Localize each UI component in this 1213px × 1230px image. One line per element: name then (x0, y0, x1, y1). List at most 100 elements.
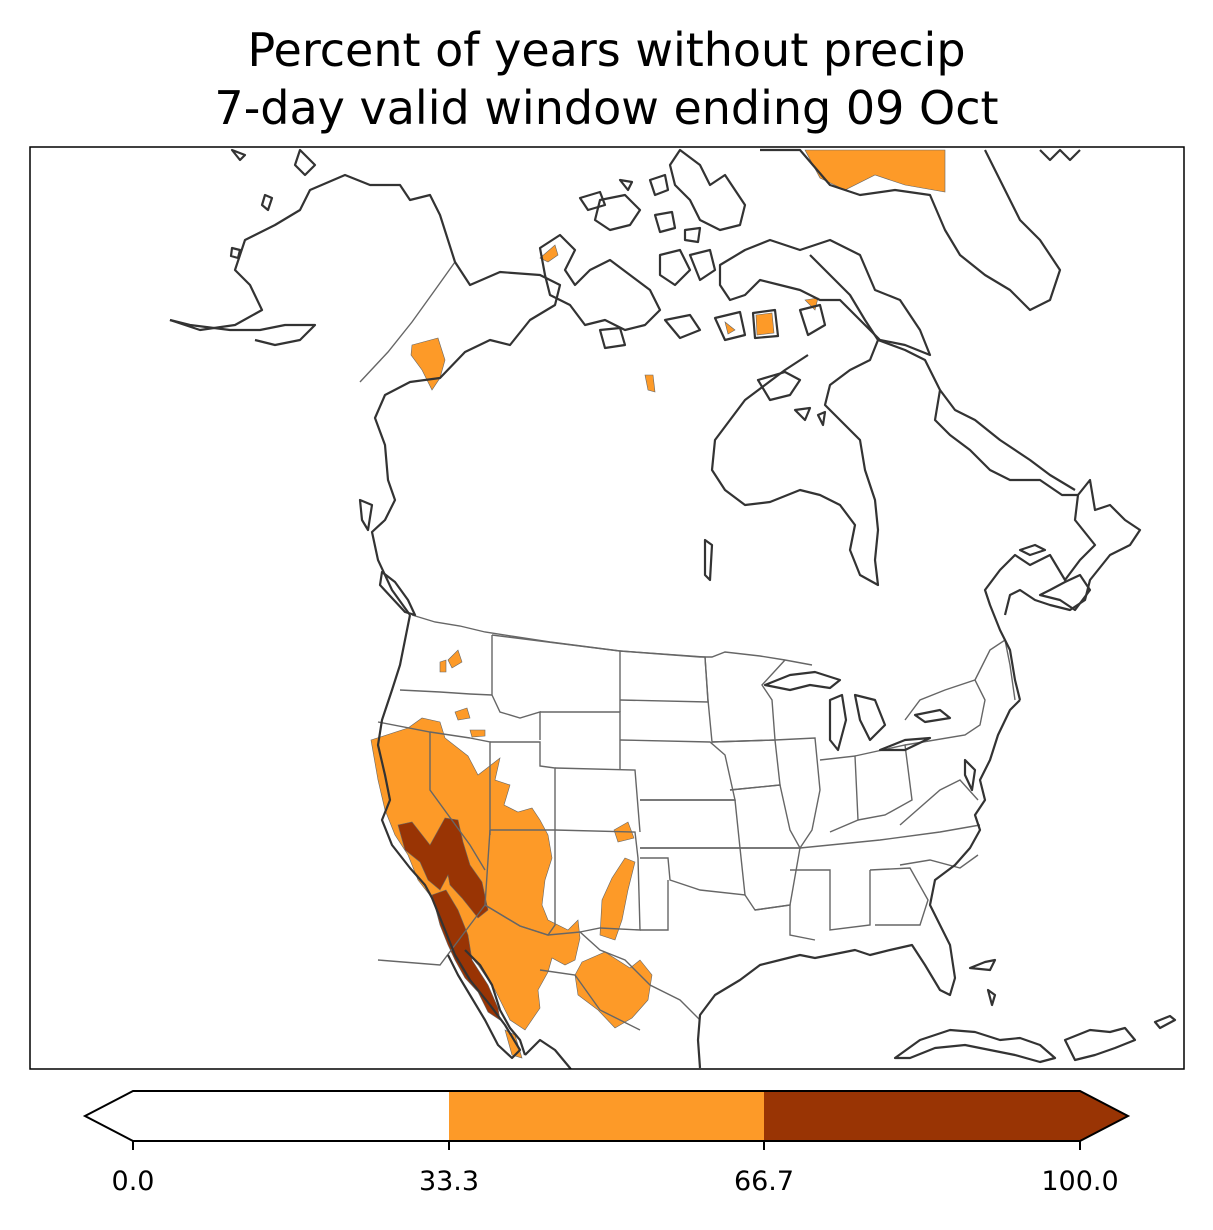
state-line-nd-sd (619, 650, 709, 703)
great-lakes-ontario (913, 708, 952, 724)
arctic-island-8 (688, 248, 717, 282)
state-line-wy (540, 711, 621, 770)
coats-island (793, 406, 812, 422)
map-frame (29, 146, 1185, 1070)
state-line-ms-al (790, 869, 871, 931)
mexico-state-lines (539, 969, 641, 1031)
great-lakes-michigan (828, 693, 848, 752)
state-line-ut (490, 741, 556, 831)
newfoundland (1038, 573, 1092, 612)
cuba (893, 1028, 1057, 1064)
baffin-island (718, 238, 932, 357)
arctic-island-4 (618, 178, 634, 192)
arctic-island-15 (293, 148, 317, 177)
state-line-mn (704, 656, 786, 743)
greenland (760, 148, 1062, 312)
great-lakes-superior (763, 670, 842, 692)
shade-mexico-north (574, 951, 653, 1029)
mansel-island (816, 410, 827, 427)
lake-winnipeg (703, 538, 714, 582)
colorbar-tick-label-2: 66.7 (733, 1166, 795, 1197)
arctic-island-10 (598, 326, 627, 350)
shade-arctic-island-1 (539, 244, 559, 263)
west-coast-us (376, 614, 522, 1060)
state-line-ia (711, 739, 781, 791)
coastlines (169, 148, 1177, 1069)
mexico-west-coast (524, 1038, 572, 1069)
state-line-wi-il (774, 737, 821, 849)
state-line-oh (854, 744, 913, 821)
arctic-island-11 (578, 190, 607, 212)
state-line-in (819, 755, 859, 833)
state-line-mt (491, 634, 621, 712)
baja-gulf-coast (464, 949, 527, 1056)
bahamas-2 (986, 988, 997, 1007)
arctic-island-6 (683, 226, 702, 244)
colorbar-bin-low (133, 1091, 449, 1141)
us-mexico-border (377, 904, 701, 1021)
alaska-island (229, 246, 242, 260)
arctic-island-9 (663, 313, 702, 340)
state-line-wa-or (399, 689, 493, 696)
colorbar-extend-high (1080, 1091, 1128, 1141)
alaska-canada-border (359, 261, 456, 383)
vancouver-island (378, 570, 417, 617)
political-borders (359, 261, 1016, 1031)
colorbar-tick-label-3: 100.0 (1041, 1166, 1119, 1197)
shade-arctic-island-2 (755, 312, 775, 336)
colorbar-extend-low (85, 1091, 133, 1141)
greenland-east (1039, 148, 1081, 162)
bahamas-1 (968, 958, 997, 972)
colorbar-bin-mid (449, 1091, 764, 1141)
arctic-island-16 (230, 148, 247, 162)
alaska-peninsula (169, 318, 317, 347)
arctic-island-7 (658, 248, 692, 287)
arctic-island-3 (648, 173, 670, 197)
alaska-island-2 (260, 193, 274, 212)
great-lakes-huron (853, 693, 887, 742)
shade-oregon-spot (447, 649, 463, 669)
shade-greenland (804, 149, 946, 193)
arctic-island-5 (653, 210, 677, 234)
shade-arctic-island-4 (724, 321, 736, 335)
puerto-rico (1153, 1014, 1177, 1030)
map-title-line-2: 7-day valid window ending 09 Oct (214, 81, 999, 135)
east-coast-canada (983, 478, 1142, 701)
us-canada-border (411, 614, 813, 666)
pei-island (1018, 543, 1047, 557)
arctic-island-13 (751, 308, 780, 340)
state-line-pa-ny (904, 679, 986, 746)
state-line-ga (869, 867, 929, 926)
hispaniola (1063, 1026, 1137, 1062)
map-title-line-1: Percent of years without precip (247, 23, 966, 77)
hudson-bay (710, 254, 880, 587)
state-line-ca-nv (429, 732, 486, 871)
haida-gwaii (358, 498, 374, 532)
colorbar (82, 1090, 1131, 1150)
state-line-id (491, 635, 541, 740)
chesapeake (963, 758, 977, 792)
state-line-la (754, 904, 816, 941)
state-line-nm (554, 829, 641, 933)
state-line-ar (740, 847, 801, 911)
ellesmere (668, 148, 747, 232)
state-line-ks (640, 799, 741, 849)
shade-nevada-spot (469, 729, 486, 738)
state-line-ky-tn (799, 824, 981, 849)
state-line-va (899, 779, 979, 826)
state-line-nc-sc (899, 854, 979, 869)
state-line-ok (640, 847, 746, 896)
arctic-island-12 (713, 310, 747, 342)
gulf-coast (696, 699, 1021, 1069)
shade-yukon (410, 337, 446, 391)
colorbar-tick-label-1: 33.3 (418, 1166, 480, 1197)
arctic-island-2 (593, 193, 642, 232)
shade-oregon-spot-2 (439, 659, 447, 673)
labrador-coast (939, 389, 1076, 491)
colorbar-tick-label-0: 0.0 (111, 1166, 155, 1197)
state-line-tx (640, 880, 669, 931)
great-lakes-erie (878, 736, 932, 752)
shade-new-mexico (599, 857, 636, 941)
arctic-island-14 (798, 303, 827, 337)
colorbar-bin-high (764, 1091, 1080, 1141)
